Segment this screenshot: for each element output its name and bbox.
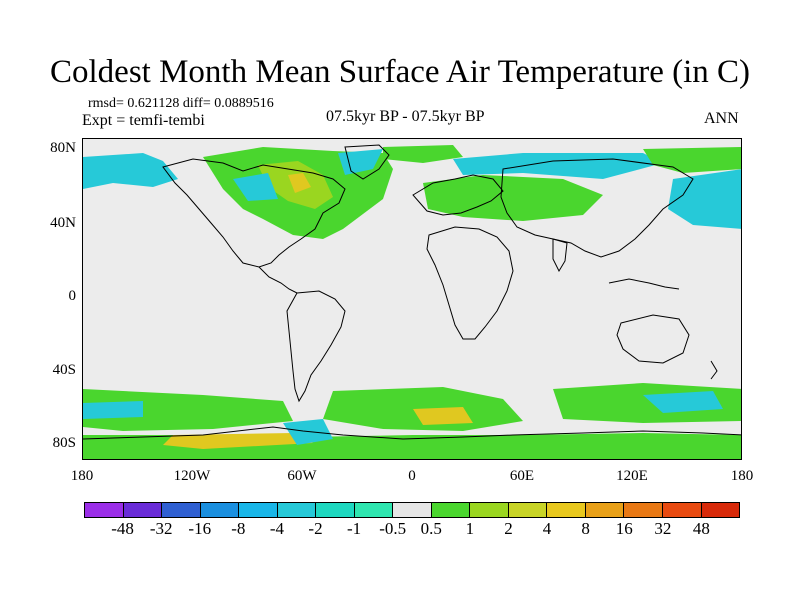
coast-indonesia: [608, 278, 680, 290]
colorbar-swatch: [354, 503, 394, 517]
lat-tick-40s: 40S: [52, 362, 76, 378]
lon-tick-120w: 120W: [173, 468, 211, 484]
colorbar-swatch: [662, 503, 702, 517]
map-panel: [82, 138, 742, 460]
coast-greenland: [344, 144, 390, 180]
lat-tick-80s: 80S: [52, 435, 76, 451]
colorbar-label: -4: [269, 519, 285, 538]
colorbar-label: 4: [542, 519, 552, 538]
colorbar-swatch: [585, 503, 625, 517]
colorbar-label: -2: [308, 519, 323, 538]
colorbar: [84, 502, 740, 518]
colorbar-label: 8: [581, 519, 590, 538]
colorbar-label: -0.5: [379, 519, 407, 538]
lon-tick-120e: 120E: [616, 468, 648, 484]
lon-tick-180w: 180: [70, 468, 94, 484]
colorbar-swatch: [162, 503, 201, 517]
coast-new-zealand: [710, 360, 718, 380]
coast-north-america: [162, 158, 346, 268]
anomaly-region-antarctic-yellow-2: [413, 407, 473, 425]
coast-africa: [426, 226, 514, 340]
coast-central-america: [258, 266, 298, 294]
coast-asia: [500, 158, 694, 258]
colorbar-label: -32: [149, 519, 173, 538]
anomaly-region-asia-nw: [643, 147, 741, 173]
season-label: ANN: [704, 110, 739, 127]
colorbar-swatch: [85, 503, 124, 517]
colorbar-swatch: [239, 503, 278, 517]
stats-text: rmsd= 0.621128 diff= 0.0889516: [88, 96, 274, 111]
anomaly-region-eurasia: [423, 175, 603, 221]
period-label: 07.5kyr BP - 07.5kyr BP: [326, 108, 485, 125]
coast-europe: [412, 174, 504, 216]
anomaly-region-n-pacific: [83, 153, 178, 189]
anomaly-region-s-ocean-teal: [83, 401, 143, 419]
anomaly-region-hudson: [288, 173, 311, 193]
colorbar-swatch: [393, 503, 432, 517]
colorbar-label: -16: [188, 519, 212, 538]
colorbar-swatch: [547, 503, 586, 517]
colorbar-swatch: [624, 503, 663, 517]
coastlines: [83, 144, 741, 440]
colorbar-label: -8: [231, 519, 246, 538]
experiment-label: Expt = temfi-tembi: [82, 112, 205, 129]
colorbar-swatch: [431, 503, 471, 517]
coast-antarctica: [83, 426, 741, 440]
world-map: [83, 144, 741, 459]
colorbar-label: 0.5: [420, 519, 442, 538]
colorbar-label: 16: [615, 519, 633, 538]
colorbar-swatch: [123, 503, 163, 517]
anomaly-region-n-atlantic: [383, 145, 463, 163]
colorbar-swatch: [508, 503, 548, 517]
coast-australia: [616, 314, 690, 364]
lon-tick-60w: 60W: [287, 468, 317, 484]
coast-south-america: [286, 290, 346, 403]
colorbar-swatch: [701, 503, 740, 517]
map-title: Coldest Month Mean Surface Air Temperatu…: [50, 54, 750, 90]
lon-tick-180e: 180: [730, 468, 754, 484]
lon-tick-60e: 60E: [509, 468, 535, 484]
lat-tick-0: 0: [68, 288, 77, 304]
colorbar-swatch: [277, 503, 317, 517]
colorbar-swatch: [200, 503, 240, 517]
colorbar-label: 48: [692, 519, 710, 538]
lon-tick-0: 0: [408, 468, 416, 484]
lat-tick-40n: 40N: [50, 215, 76, 231]
anomaly-region-antarctic-yellow: [163, 433, 313, 449]
coast-india: [552, 238, 568, 273]
colorbar-swatch: [316, 503, 355, 517]
colorbar-label: 1: [465, 519, 475, 538]
anomaly-region-ne-pacific: [668, 169, 741, 229]
lat-tick-80n: 80N: [50, 140, 76, 156]
colorbar-label: -1: [347, 519, 362, 538]
anomaly-fill: [83, 145, 741, 459]
anomaly-region-s-ocean-1: [83, 389, 293, 431]
colorbar-swatch: [470, 503, 509, 517]
colorbar-label: 32: [654, 519, 672, 538]
anomaly-region-s-ocean-teal-2: [643, 391, 723, 413]
colorbar-label: -48: [111, 519, 134, 538]
anomaly-region-greenland: [338, 149, 383, 175]
anomaly-region-labrador: [233, 173, 278, 201]
colorbar-label: 2: [504, 519, 513, 538]
